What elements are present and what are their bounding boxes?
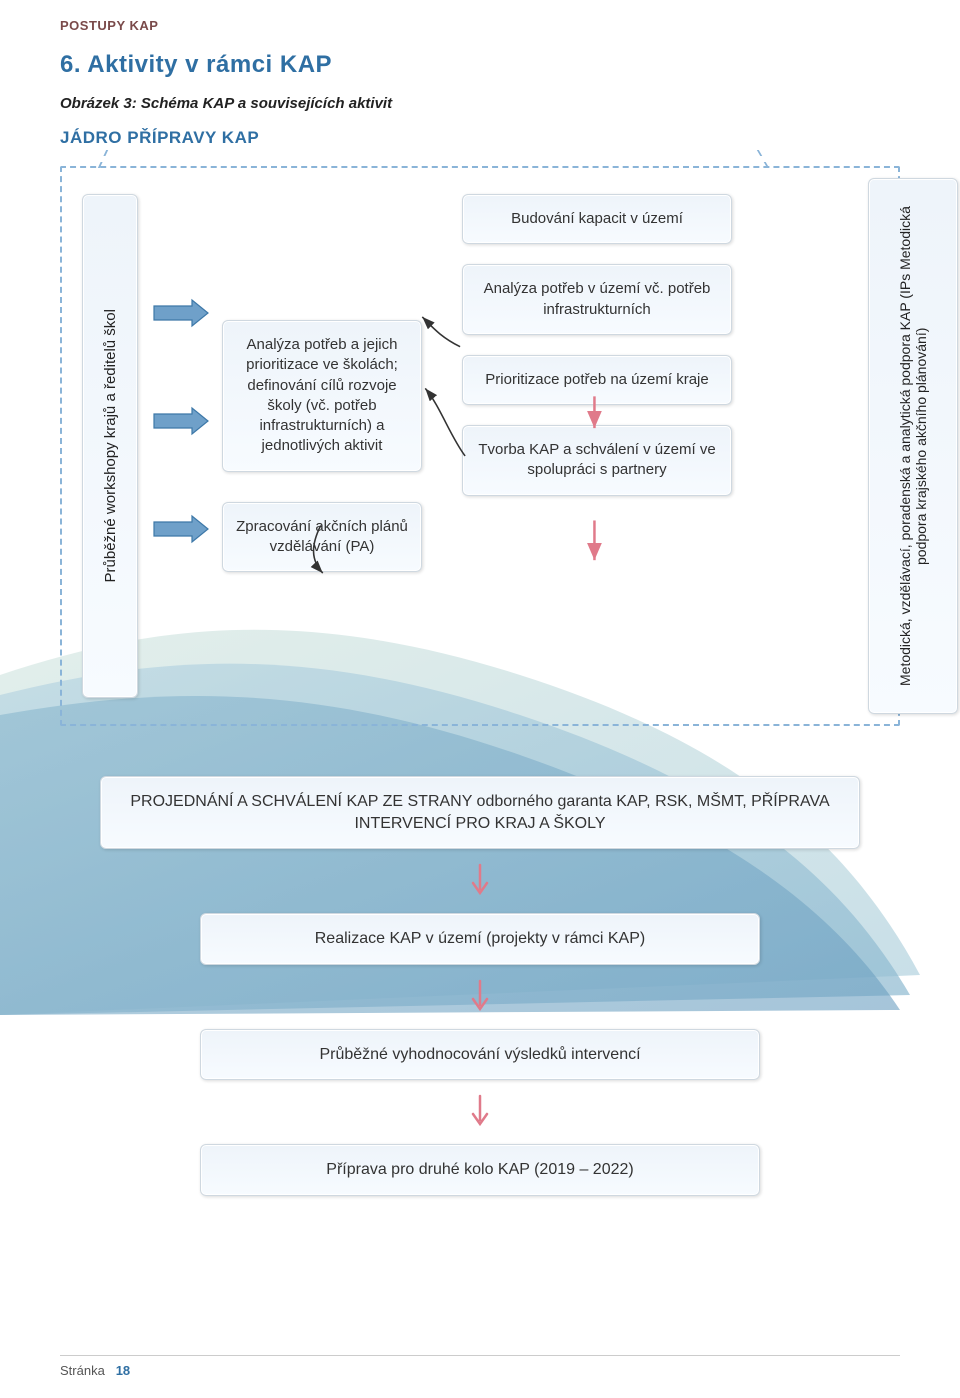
page-header-label: POSTUPY KAP (60, 0, 900, 33)
main-box-kap-approval: Tvorba KAP a schválení v území ve spolup… (462, 425, 732, 496)
flow-box-approval: PROJEDNÁNÍ A SCHVÁLENÍ KAP ZE STRANY odb… (100, 776, 860, 849)
main-box-prioritisation: Prioritizace potřeb na území kraje (462, 355, 732, 405)
flow-box-realisation: Realizace KAP v území (projekty v rámci … (200, 913, 760, 965)
figure-caption: Obrázek 3: Schéma KAP a souvisejících ak… (60, 95, 900, 112)
mid-box-action-plans: Zpracování akčních plánů vzdělávání (PA) (222, 502, 422, 573)
flow-arrow-icon (470, 979, 490, 1015)
flow-box-second-round: Příprava pro druhé kolo KAP (2019 – 2022… (200, 1144, 760, 1196)
block-arrow-icon (152, 298, 210, 328)
left-vertical-text: Průběžné workshopy krajů a ředitelů škol (102, 309, 119, 582)
right-vertical-text: Metodická, vzdělávací, poradenská a anal… (897, 179, 929, 713)
core-title: JÁDRO PŘÍPRAVY KAP (60, 128, 900, 148)
block-arrow-icon (152, 406, 210, 436)
mid-box-analysis-schools: Analýza potřeb a jejich prioritizace ve … (222, 320, 422, 472)
footer: Stránka 18 (60, 1363, 130, 1378)
right-vertical-box: Metodická, vzdělávací, poradenská a anal… (868, 178, 958, 714)
main-box-territory-analysis: Analýza potřeb v území vč. potřeb infras… (462, 264, 732, 335)
footer-page-number: 18 (116, 1363, 130, 1378)
flow-arrow-icon (470, 1094, 490, 1130)
core-dashed-container: Průběžné workshopy krajů a ředitelů škol… (60, 166, 900, 726)
footer-label: Stránka (60, 1363, 105, 1378)
left-vertical-box: Průběžné workshopy krajů a ředitelů škol (82, 194, 138, 698)
flow-arrow-icon (470, 863, 490, 899)
footer-divider (60, 1355, 900, 1356)
block-arrow-stack (152, 298, 210, 544)
main-box-capacity: Budování kapacit v území (462, 194, 732, 244)
section-title: 6. Aktivity v rámci KAP (60, 51, 900, 79)
block-arrow-icon (152, 514, 210, 544)
bottom-flow: PROJEDNÁNÍ A SCHVÁLENÍ KAP ZE STRANY odb… (60, 776, 900, 1196)
flow-box-evaluation: Průběžné vyhodnocování výsledků interven… (200, 1029, 760, 1081)
